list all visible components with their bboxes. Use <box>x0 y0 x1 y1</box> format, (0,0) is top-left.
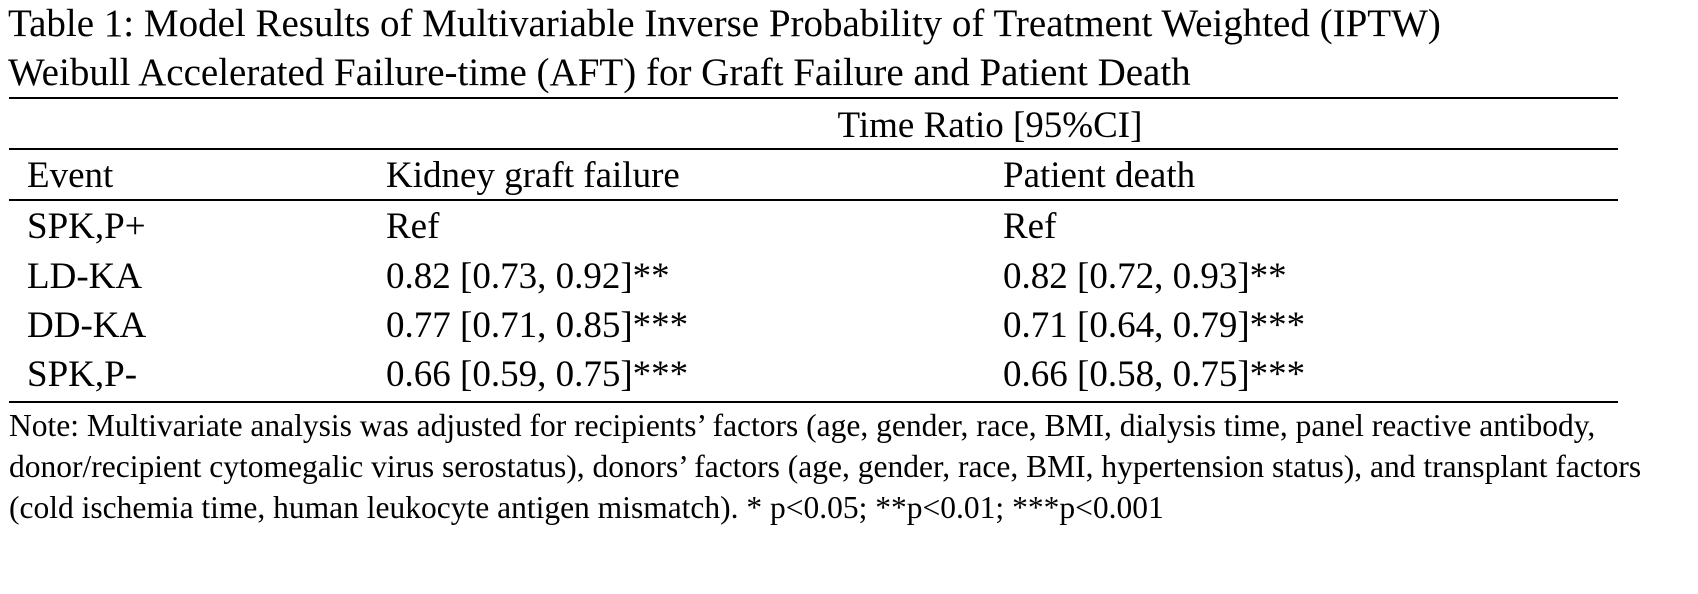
spanning-header: Time Ratio [95%CI] <box>837 105 1143 146</box>
cell: 0.66 [0.58, 0.75]*** <box>1003 354 1306 395</box>
row-label: DD-KA <box>27 305 147 346</box>
rule <box>9 97 1618 99</box>
cell: 0.82 [0.73, 0.92]** <box>386 256 670 297</box>
note: Note: Multivariate analysis was adjusted… <box>9 408 1642 525</box>
caption-line: Table 1: Model Results of Multivariable … <box>8 2 1441 45</box>
cell: 0.77 [0.71, 0.85]*** <box>386 305 689 346</box>
column-header: Kidney graft failure <box>386 155 680 196</box>
rule <box>9 148 1618 150</box>
row-label: SPK,P- <box>27 354 138 395</box>
row-label: SPK,P+ <box>27 206 146 247</box>
cell: Ref <box>1003 206 1057 247</box>
rule <box>9 199 1618 201</box>
column-header: Event <box>27 155 114 196</box>
row-label: LD-KA <box>27 256 143 297</box>
caption-line: Weibull Accelerated Failure-time (AFT) f… <box>8 51 1191 94</box>
cell: 0.82 [0.72, 0.93]** <box>1003 256 1287 297</box>
cell: 0.71 [0.64, 0.79]*** <box>1003 305 1306 346</box>
rule <box>9 401 1618 403</box>
column-header: Patient death <box>1003 155 1196 196</box>
cell: Ref <box>386 206 440 247</box>
cell: 0.66 [0.59, 0.75]*** <box>386 354 689 395</box>
